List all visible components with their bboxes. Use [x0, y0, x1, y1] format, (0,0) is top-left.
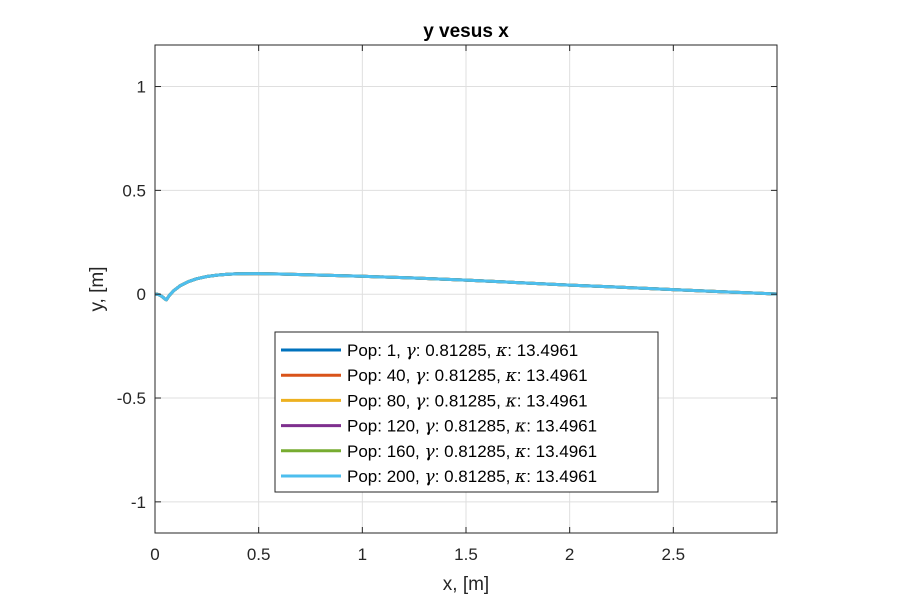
legend-entry: Pop: 80, γ: 0.81285, κ: 13.4961	[347, 391, 588, 411]
x-tick-label: 2	[565, 545, 574, 564]
y-tick-label: 0	[137, 285, 146, 304]
legend-entry: Pop: 120, γ: 0.81285, κ: 13.4961	[347, 417, 597, 437]
y-axis-label: y, [m]	[87, 266, 108, 311]
y-tick-label: -1	[131, 493, 146, 512]
legend-box	[274, 331, 659, 493]
chart-title: y vesus x	[423, 21, 509, 42]
legend-entry: Pop: 40, γ: 0.81285, κ: 13.4961	[347, 366, 588, 386]
legend-entry: Pop: 200, γ: 0.81285, κ: 13.4961	[347, 467, 597, 487]
y-tick-label: 0.5	[122, 181, 146, 200]
x-tick-label: 1.5	[454, 545, 478, 564]
x-tick-label: 2.5	[662, 545, 686, 564]
x-tick-label: 1	[358, 545, 367, 564]
y-tick-label: 1	[137, 78, 146, 97]
series-line-6	[155, 272, 778, 302]
legend-entry: Pop: 160, γ: 0.81285, κ: 13.4961	[347, 442, 597, 462]
grid	[154, 45, 777, 533]
x-tick-label: 0	[150, 545, 159, 564]
axis-ticks: 0 0.5 1 1.5 2 2.5 -1 -0.5 0 0.5 1	[117, 45, 777, 564]
series-lines	[155, 272, 778, 302]
x-axis-label: x, [m]	[443, 574, 489, 595]
y-tick-label: -0.5	[117, 389, 146, 408]
x-tick-label: 0.5	[247, 545, 271, 564]
legend-entry: Pop: 1, γ: 0.81285, κ: 13.4961	[347, 341, 578, 361]
legend: Pop: 1, γ: 0.81285, κ: 13.4961 Pop: 40, γ…	[274, 331, 659, 493]
